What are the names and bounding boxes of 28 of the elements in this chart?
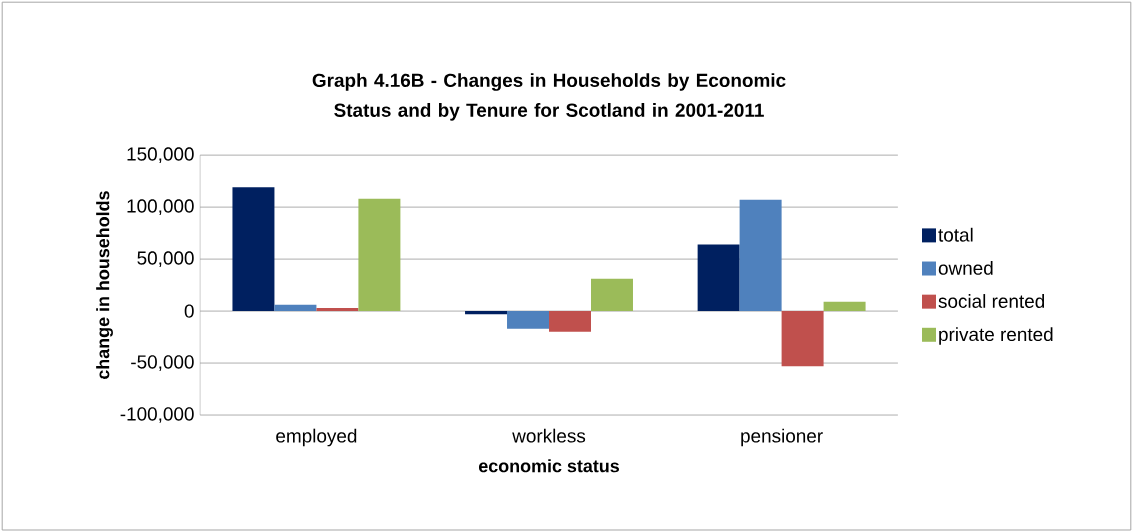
x-tick-label: employed (276, 428, 357, 447)
legend-label: social rented (938, 293, 1045, 308)
bar (316, 307, 359, 311)
chart-title: Graph 4.16B - Changes in Households by Economic Status and by Tenure for Scotland in 2001-2011 (312, 73, 786, 121)
bar (232, 187, 275, 311)
legend-label: owned (938, 260, 993, 275)
x-axis-title: economic status (478, 459, 619, 473)
y-tick-label: -50,000 (131, 355, 194, 371)
y-axis-title: change in households (96, 191, 113, 379)
bar (358, 198, 401, 311)
bar (739, 199, 782, 311)
bar (591, 278, 633, 311)
y-tick-label: 100,000 (127, 199, 194, 215)
bar (823, 301, 866, 311)
y-tick-label: 0 (184, 304, 194, 318)
x-tick-label: pensioner (741, 428, 823, 447)
y-tick-label: -100,000 (120, 407, 194, 423)
bar (697, 244, 740, 311)
bar (465, 310, 508, 315)
bar (781, 310, 824, 367)
y-tick-label: 150,000 (127, 147, 194, 163)
y-tick-label: 50,000 (137, 251, 194, 267)
legend-label: private rented (939, 327, 1053, 345)
bar (274, 304, 317, 311)
legend-label: total (938, 227, 973, 242)
x-tick-label: workless (512, 428, 586, 443)
bar (507, 310, 550, 329)
bar (549, 310, 591, 332)
